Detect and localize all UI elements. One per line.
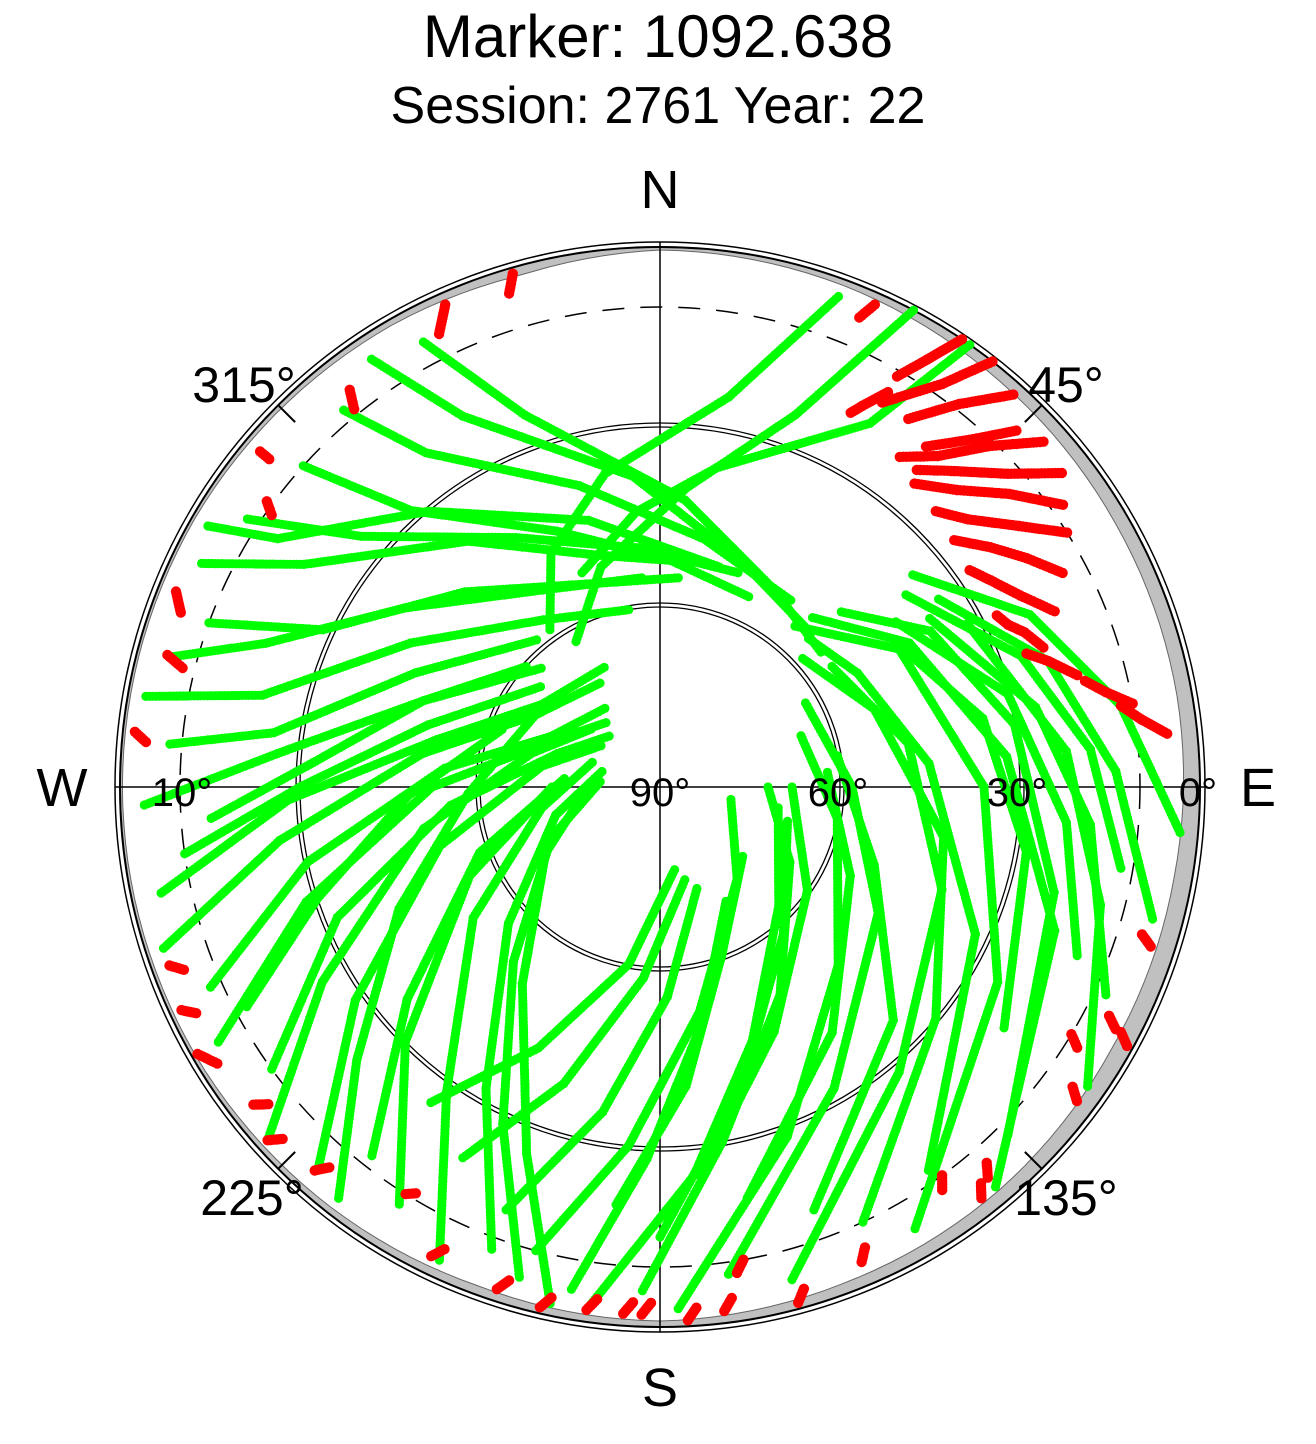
observed-track-12 xyxy=(803,633,981,1175)
observed-point xyxy=(836,607,846,617)
observed-point xyxy=(680,875,690,885)
observed-point xyxy=(925,613,935,624)
observed-point xyxy=(798,653,808,664)
azimuth-tick-45 xyxy=(1024,404,1043,423)
observed-point xyxy=(577,568,587,578)
observed-point xyxy=(816,647,826,657)
observed-point xyxy=(908,570,918,580)
observed-point xyxy=(545,625,555,635)
observed-point xyxy=(692,883,702,894)
observed-point xyxy=(726,794,736,805)
observed-point xyxy=(773,803,783,813)
observed-point xyxy=(787,782,797,792)
observed-track-21 xyxy=(809,751,898,1215)
azimuth-tick-135 xyxy=(1024,1151,1043,1170)
observed-track-13 xyxy=(836,607,1059,1140)
observed-point xyxy=(763,782,773,792)
observed-point xyxy=(786,595,796,605)
observed-point xyxy=(827,661,837,672)
observed-point xyxy=(799,621,810,632)
observed-point xyxy=(796,731,806,741)
observed-track-14 xyxy=(889,636,1031,1033)
observed-track-6 xyxy=(787,661,947,1285)
satellite-tracks-layer xyxy=(129,268,1185,1326)
observed-point xyxy=(832,751,842,761)
observed-point xyxy=(889,636,899,646)
observed-point xyxy=(962,619,972,629)
observed-point xyxy=(891,617,901,627)
observed-point xyxy=(901,590,911,600)
chart-subtitle: Session: 2761 Year: 22 xyxy=(390,77,926,135)
observed-point xyxy=(800,698,811,708)
observed-track-15 xyxy=(891,617,1082,961)
observed-point xyxy=(934,594,944,604)
observed-point xyxy=(782,816,793,826)
observed-point xyxy=(808,613,818,623)
chart-title: Marker: 1092.638 xyxy=(422,3,894,70)
observed-point xyxy=(670,865,680,875)
observed-point xyxy=(571,636,581,647)
observed-point xyxy=(738,851,748,862)
observed-point xyxy=(721,896,731,906)
azimuth-tick-225 xyxy=(277,1151,296,1170)
azimuth-tick-315 xyxy=(277,404,296,423)
